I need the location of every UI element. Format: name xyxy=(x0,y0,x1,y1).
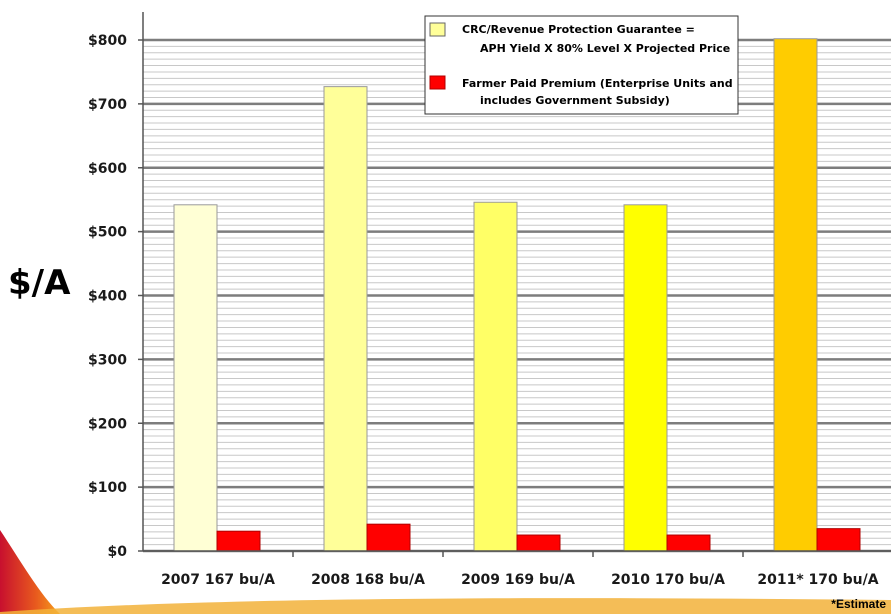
x-category-label: 2009 169 bu/A xyxy=(461,572,575,588)
bar-premium xyxy=(666,534,711,552)
legend-box xyxy=(424,15,739,115)
y-tick-label: $700 xyxy=(88,97,127,113)
y-tick-label: $0 xyxy=(108,544,128,560)
bar-guarantee xyxy=(623,204,668,552)
y-tick-label: $300 xyxy=(88,352,127,368)
legend-label-guarantee-line2: APH Yield X 80% Level X Projected Price xyxy=(480,42,730,55)
bar-guarantee xyxy=(773,38,818,552)
x-category-label: 2007 167 bu/A xyxy=(161,572,275,588)
footnote-estimate: *Estimate xyxy=(831,597,886,611)
y-tick-label: $600 xyxy=(88,161,127,177)
bar-guarantee xyxy=(173,204,218,552)
bar-premium xyxy=(816,528,861,552)
y-tick-label: $800 xyxy=(88,33,127,49)
y-tick-label: $100 xyxy=(88,480,127,496)
y-tick-label: $400 xyxy=(88,289,127,305)
y-tick-label: $500 xyxy=(88,225,127,241)
bar-guarantee xyxy=(473,201,518,552)
bar-premium xyxy=(216,530,261,552)
decorative-swoosh xyxy=(0,530,60,614)
bar-premium xyxy=(366,523,411,552)
x-category-label: 2010 170 bu/A xyxy=(611,572,725,588)
y-axis-label: $/A xyxy=(8,263,71,303)
legend-label-premium-line2: includes Government Subsidy) xyxy=(480,94,670,107)
y-tick-label: $200 xyxy=(88,416,127,432)
decorative-swoosh-band xyxy=(0,598,891,614)
legend-swatch-premium xyxy=(429,75,446,90)
legend-label-guarantee-line1: CRC/Revenue Protection Guarantee = xyxy=(462,23,695,36)
legend-swatch-guarantee xyxy=(429,22,446,37)
bar-premium xyxy=(516,534,561,552)
legend-label-premium-line1: Farmer Paid Premium (Enterprise Units an… xyxy=(462,77,733,90)
x-category-label: 2008 168 bu/A xyxy=(311,572,425,588)
bar-guarantee xyxy=(323,86,368,552)
x-category-label: 2011* 170 bu/A xyxy=(757,572,878,588)
